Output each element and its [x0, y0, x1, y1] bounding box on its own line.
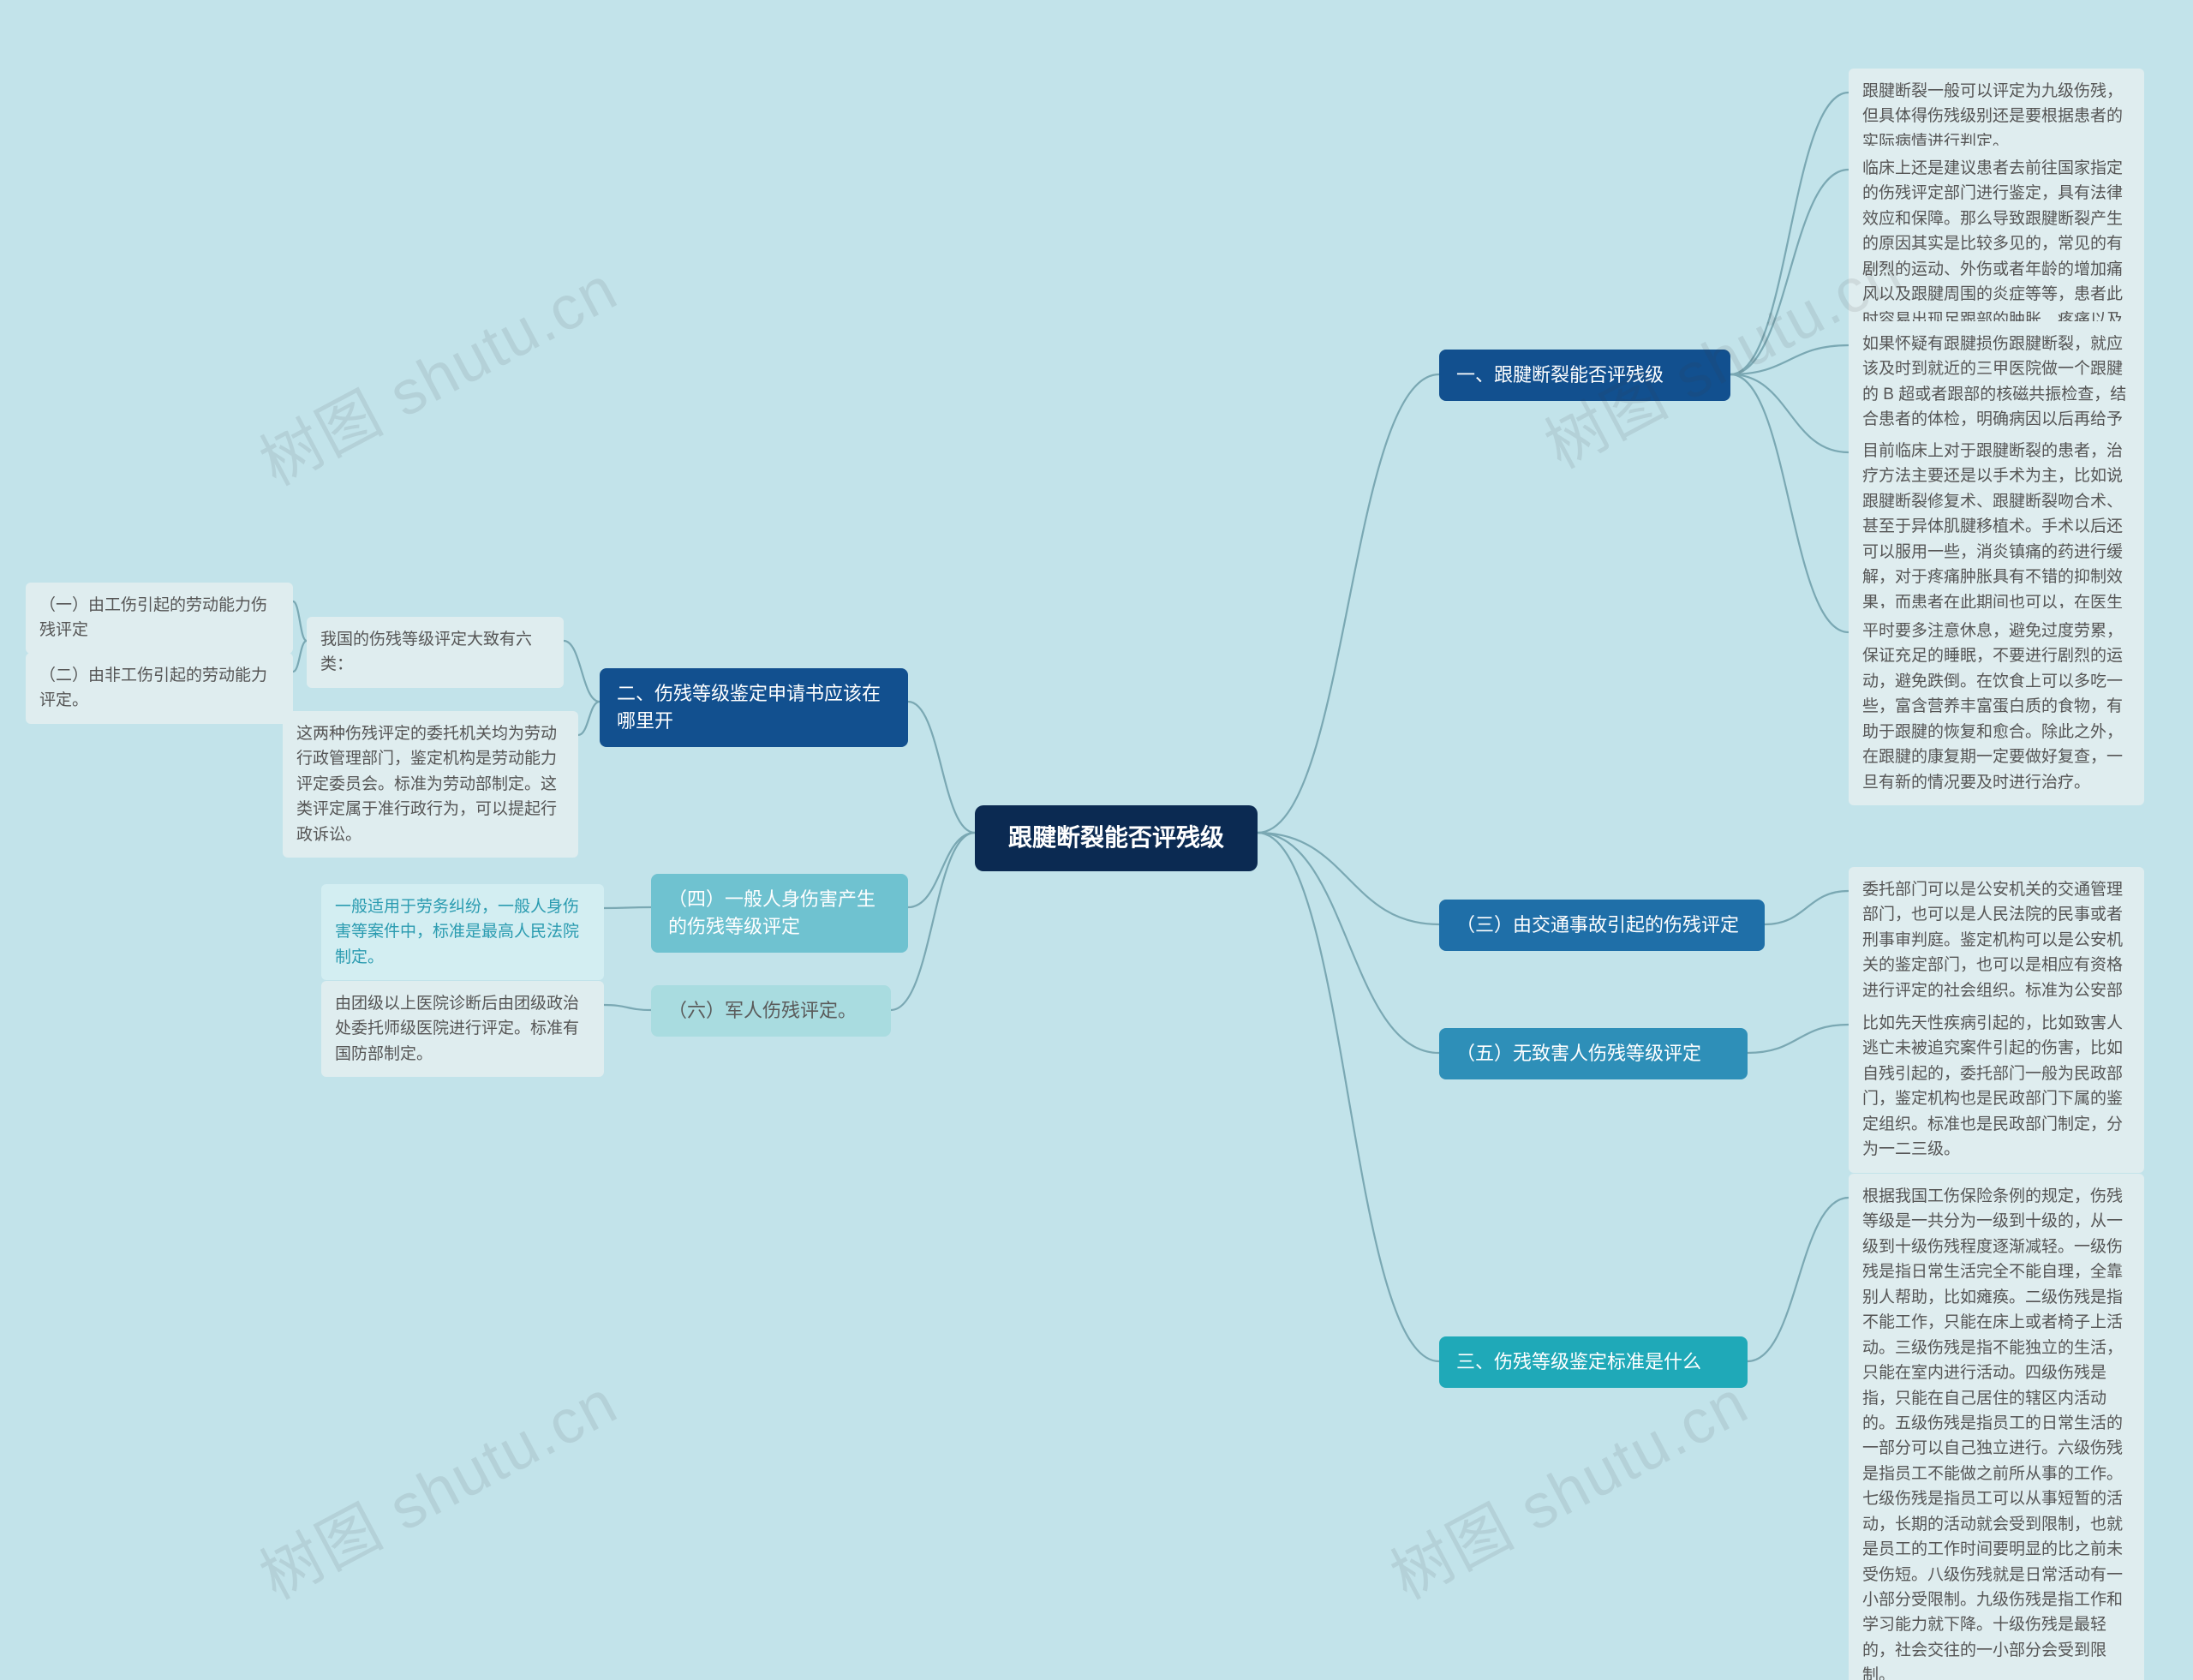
watermark: 树图 shutu.cn: [242, 239, 630, 503]
branch-node[interactable]: （六）军人伤残评定。: [651, 985, 891, 1037]
subleaf-node: （一）由工伤引起的劳动能力伤残评定: [26, 583, 293, 654]
branch-node[interactable]: 三、伤残等级鉴定标准是什么: [1439, 1336, 1748, 1388]
branch-node[interactable]: （四）一般人身伤害产生的伤残等级评定: [651, 874, 908, 953]
leaf-node: 由团级以上医院诊断后由团级政治处委托师级医院进行评定。标准有国防部制定。: [321, 981, 604, 1077]
branch-node[interactable]: 二、伤残等级鉴定申请书应该在哪里开: [600, 668, 908, 747]
mindmap-canvas: 跟腱断裂能否评残级 一、跟腱断裂能否评残级跟腱断裂一般可以评定为九级伤残，但具体…: [0, 0, 2193, 1680]
watermark: 树图 shutu.cn: [242, 1353, 630, 1617]
subleaf-node: （二）由非工伤引起的劳动能力评定。: [26, 653, 293, 724]
leaf-node: 我国的伤残等级评定大致有六类：: [307, 617, 564, 688]
leaf-node: 一般适用于劳务纠纷，一般人身伤害等案件中，标准是最高人民法院制定。: [321, 884, 604, 980]
branch-node[interactable]: 一、跟腱断裂能否评残级: [1439, 350, 1730, 401]
leaf-node: 比如先天性疾病引起的，比如致害人逃亡未被追究案件引起的伤害，比如自残引起的，委托…: [1849, 1001, 2144, 1173]
leaf-node: 平时要多注意休息，避免过度劳累，保证充足的睡眠，不要进行剧烈的运动，避免跌倒。在…: [1849, 608, 2144, 805]
branch-node[interactable]: （三）由交通事故引起的伤残评定: [1439, 900, 1765, 951]
leaf-node: 根据我国工伤保险条例的规定，伤残等级是一共分为一级到十级的，从一级到十级伤残程度…: [1849, 1174, 2144, 1680]
branch-node[interactable]: （五）无致害人伤残等级评定: [1439, 1028, 1748, 1079]
leaf-node: 这两种伤残评定的委托机关均为劳动行政管理部门，鉴定机构是劳动能力评定委员会。标准…: [283, 711, 578, 858]
watermark: 树图 shutu.cn: [1372, 1353, 1761, 1617]
root-node[interactable]: 跟腱断裂能否评残级: [975, 805, 1258, 871]
